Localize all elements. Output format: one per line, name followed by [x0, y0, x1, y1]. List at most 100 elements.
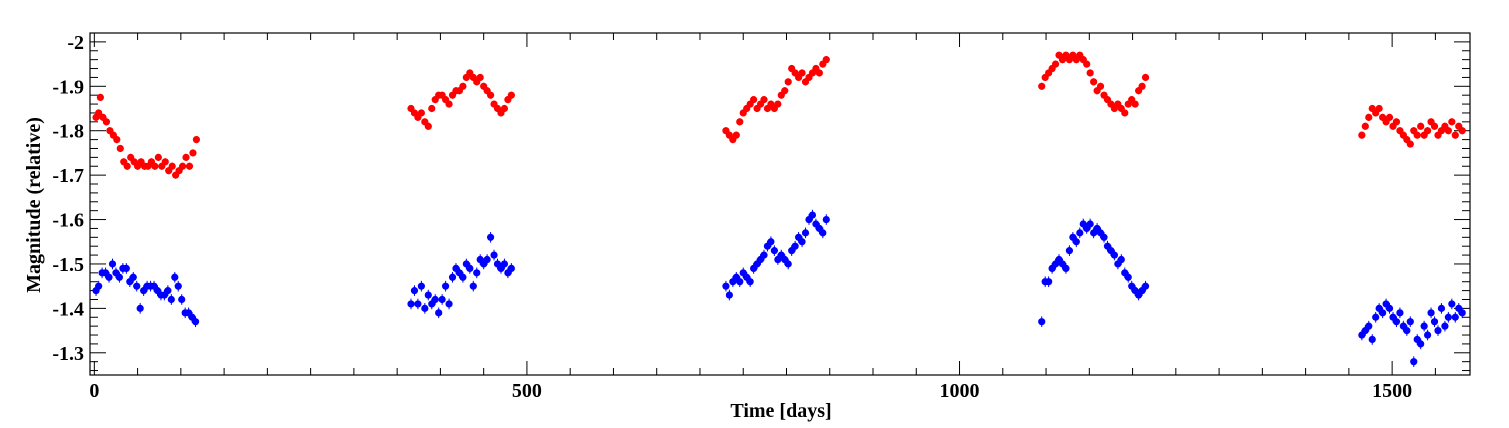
data-point	[428, 104, 436, 113]
data-point	[1131, 100, 1139, 108]
data-point	[1038, 82, 1046, 90]
data-point	[1444, 313, 1452, 321]
data-point	[1451, 313, 1459, 321]
data-point	[815, 69, 823, 77]
data-point	[1392, 318, 1401, 326]
series-0	[92, 51, 1466, 179]
data-point	[736, 278, 744, 286]
data-point	[1448, 300, 1456, 308]
data-point	[1427, 309, 1435, 317]
x-axis-label: Time [days]	[730, 400, 831, 422]
data-point	[1437, 304, 1446, 312]
data-point	[1441, 322, 1449, 330]
data-point	[1424, 127, 1432, 135]
data-point	[1451, 131, 1459, 139]
data-point	[1368, 335, 1376, 344]
data-point	[1372, 313, 1380, 321]
data-point	[1406, 318, 1414, 326]
data-point	[1072, 238, 1080, 246]
y-tick-label: -1.4	[52, 298, 84, 320]
data-point	[1417, 122, 1425, 130]
data-point	[791, 242, 799, 250]
data-point	[760, 251, 768, 259]
data-point	[819, 229, 827, 237]
data-point	[469, 282, 477, 290]
data-point	[798, 238, 806, 246]
data-point	[1086, 69, 1094, 77]
data-point	[1124, 273, 1132, 281]
data-point	[123, 162, 131, 170]
data-point	[486, 233, 495, 241]
data-point	[431, 295, 439, 304]
y-tick-label: -2	[67, 32, 84, 54]
x-tick-label: 500	[512, 380, 542, 402]
data-point	[736, 118, 744, 126]
data-point	[174, 282, 182, 290]
data-point	[1448, 118, 1456, 126]
data-point	[161, 158, 169, 166]
data-point	[507, 264, 515, 273]
data-point	[1096, 82, 1105, 90]
data-point	[189, 149, 197, 157]
data-point	[108, 260, 117, 268]
data-point	[1410, 358, 1418, 366]
data-point	[1110, 251, 1119, 259]
x-tick-label: 0	[89, 380, 99, 402]
data-point	[1406, 140, 1414, 148]
data-point	[1385, 304, 1394, 312]
data-point	[822, 215, 830, 224]
data-point	[822, 56, 830, 64]
data-point	[168, 162, 176, 170]
series-1	[92, 209, 1466, 368]
plot-area	[89, 32, 1471, 376]
data-point	[1141, 282, 1150, 290]
x-tick-label: 1000	[940, 380, 980, 402]
data-point	[438, 295, 446, 304]
data-point	[486, 91, 495, 99]
data-point	[1430, 122, 1439, 130]
data-point	[473, 269, 481, 277]
data-point	[105, 273, 113, 281]
data-point	[1117, 255, 1125, 264]
data-point	[725, 291, 733, 299]
plot-frame	[89, 32, 1471, 376]
data-point	[421, 304, 429, 312]
data-point	[417, 109, 425, 117]
data-point	[116, 144, 124, 153]
data-point	[781, 87, 789, 95]
data-point	[1076, 229, 1084, 237]
data-point	[133, 282, 141, 290]
data-point	[1424, 331, 1432, 339]
data-point	[1062, 264, 1070, 273]
data-point	[1051, 60, 1060, 68]
data-point	[1458, 309, 1466, 317]
data-point	[95, 282, 103, 290]
data-point	[1403, 326, 1411, 335]
data-point	[459, 273, 467, 281]
data-point	[1065, 247, 1074, 255]
data-point	[102, 118, 111, 126]
data-point	[417, 282, 425, 290]
data-point	[476, 73, 484, 82]
data-point	[115, 273, 124, 281]
data-point	[185, 162, 194, 170]
data-point	[96, 93, 104, 102]
data-point	[784, 78, 792, 86]
data-point	[490, 251, 498, 259]
data-point	[1100, 233, 1108, 241]
data-point	[1375, 104, 1383, 113]
data-point	[1458, 127, 1466, 135]
data-point	[500, 260, 509, 268]
data-point	[1141, 73, 1150, 82]
data-point	[182, 153, 190, 161]
data-point	[154, 153, 162, 161]
data-point	[1138, 82, 1146, 90]
data-point	[191, 318, 200, 326]
data-point	[1083, 60, 1091, 68]
y-tick-label: -1.9	[52, 76, 84, 98]
data-point	[784, 260, 792, 268]
data-point	[414, 300, 422, 308]
y-tick-label: -1.6	[52, 210, 84, 232]
data-points	[92, 51, 1466, 368]
